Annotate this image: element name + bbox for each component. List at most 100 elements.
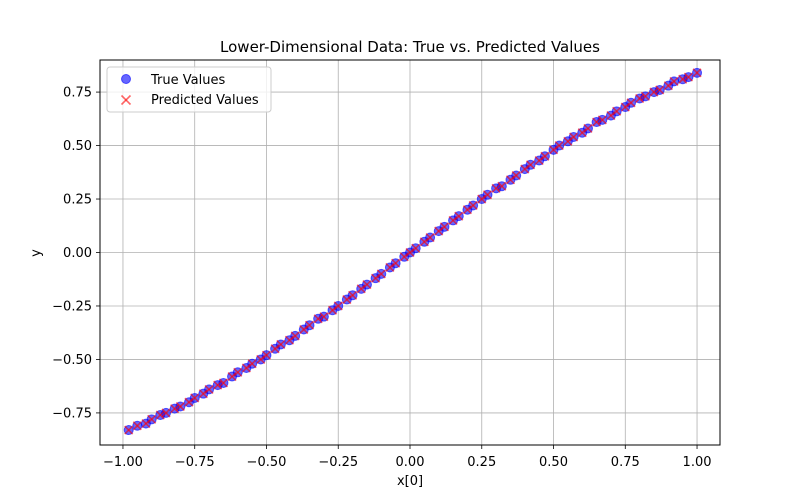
- predicted-value-point: [520, 164, 530, 174]
- predicted-value-point: [448, 215, 458, 225]
- predicted-value-point: [227, 371, 237, 382]
- predicted-value-point: [241, 363, 251, 373]
- x-tick-label: −0.25: [318, 455, 358, 470]
- predicted-value-point: [640, 91, 650, 101]
- predicted-value-point: [362, 280, 372, 290]
- predicted-value-point: [213, 380, 223, 390]
- predicted-value-point: [304, 320, 315, 330]
- legend-true-label: True Values: [150, 73, 225, 88]
- y-tick-label: 0.00: [63, 246, 92, 261]
- predicted-value-point: [147, 414, 157, 424]
- predicted-value-point: [620, 102, 630, 112]
- legend: True Values Predicted Values: [106, 66, 272, 113]
- predicted-value-point: [612, 106, 622, 116]
- predicted-value-point: [218, 378, 228, 388]
- predicted-value-point: [419, 237, 429, 247]
- predicted-value-point: [692, 68, 702, 78]
- predicted-value-point: [276, 339, 286, 350]
- predicted-value-point: [190, 393, 200, 403]
- legend-box: [106, 66, 272, 113]
- predicted-value-point: [663, 81, 673, 91]
- predicted-value-point: [411, 243, 421, 253]
- predicted-value-point: [439, 222, 450, 232]
- predicted-value-point: [425, 232, 435, 243]
- predicted-value-point: [583, 123, 593, 134]
- predicted-value-point: [261, 350, 272, 360]
- legend-predicted-label: Predicted Values: [151, 93, 259, 108]
- predicted-value-point: [534, 155, 544, 166]
- x-tick-label: 0.75: [611, 455, 640, 470]
- predicted-value-point: [669, 76, 679, 86]
- predicted-value-point: [161, 408, 171, 418]
- predicted-value-point: [141, 419, 151, 429]
- predicted-value-point: [319, 312, 329, 322]
- predicted-value-point: [577, 128, 587, 138]
- predicted-value-point: [491, 183, 501, 193]
- legend-predicted-marker: [120, 94, 132, 106]
- predicted-value-point: [592, 117, 602, 127]
- predicted-value-point: [247, 359, 257, 369]
- predicted-value-point: [391, 258, 401, 268]
- x-axis-ticks: −1.00 −0.75 −0.50 −0.25 0.00 0.25 0.50 0.75 1.00: [103, 445, 712, 470]
- y-tick-label: 0.25: [63, 193, 92, 208]
- predicted-value-point: [333, 301, 343, 311]
- predicted-value-point: [327, 305, 338, 315]
- predicted-value-point: [370, 273, 381, 283]
- predicted-value-point: [313, 314, 323, 324]
- predicted-value-point: [376, 269, 386, 279]
- predicted-value-point: [569, 132, 579, 142]
- y-axis-label: y: [29, 249, 44, 257]
- predicted-value-point: [132, 421, 142, 431]
- predicted-value-point: [385, 262, 395, 273]
- predicted-value-point: [155, 410, 165, 420]
- predicted-value-point: [683, 72, 693, 82]
- predicted-value-point: [204, 384, 214, 394]
- x-axis-label: x[0]: [397, 474, 423, 489]
- predicted-value-point: [477, 194, 487, 204]
- predicted-value-point: [399, 252, 409, 262]
- x-tick-label: 0.00: [396, 455, 425, 470]
- legend-true-marker: [121, 74, 131, 84]
- predicted-value-point: [655, 85, 665, 95]
- y-axis-ticks: −0.75 −0.50 −0.25 0.00 0.25 0.50 0.75: [52, 86, 100, 421]
- predicted-value-point: [505, 175, 516, 185]
- predicted-value-point: [284, 335, 295, 345]
- predicted-value-point: [290, 331, 300, 341]
- predicted-value-point: [198, 389, 208, 399]
- predicted-value-point: [626, 98, 636, 108]
- x-tick-label: −0.50: [247, 455, 287, 470]
- predicted-value-point: [454, 211, 464, 221]
- predicted-value-point: [434, 226, 444, 236]
- predicted-value-point: [256, 354, 266, 365]
- x-tick-label: 0.25: [467, 455, 496, 470]
- predicted-value-point: [649, 87, 659, 97]
- predicted-value-point: [525, 160, 536, 170]
- predicted-value-point: [468, 200, 478, 211]
- y-tick-label: −0.50: [52, 353, 92, 368]
- predicted-value-point: [554, 140, 564, 151]
- predicted-values-series: [124, 68, 702, 435]
- predicted-value-point: [356, 284, 366, 294]
- x-tick-label: 0.50: [539, 455, 568, 470]
- predicted-value-point: [548, 145, 559, 155]
- predicted-value-point: [497, 181, 507, 191]
- predicted-value-point: [175, 401, 185, 412]
- chart-title: Lower-Dimensional Data: True vs. Predict…: [220, 38, 600, 56]
- predicted-value-point: [635, 93, 645, 104]
- predicted-value-point: [170, 404, 180, 414]
- predicted-value-point: [348, 290, 358, 300]
- predicted-value-point: [606, 111, 616, 121]
- predicted-value-point: [270, 344, 280, 354]
- predicted-value-point: [540, 151, 550, 161]
- y-tick-label: −0.75: [52, 406, 92, 421]
- predicted-value-point: [482, 190, 493, 200]
- predicted-value-point: [597, 115, 607, 125]
- predicted-value-point: [233, 367, 243, 377]
- grid: [100, 60, 720, 445]
- predicted-value-point: [563, 136, 573, 146]
- x-tick-label: −1.00: [103, 455, 143, 470]
- y-tick-label: 0.50: [63, 139, 92, 154]
- y-tick-label: −0.25: [52, 299, 92, 314]
